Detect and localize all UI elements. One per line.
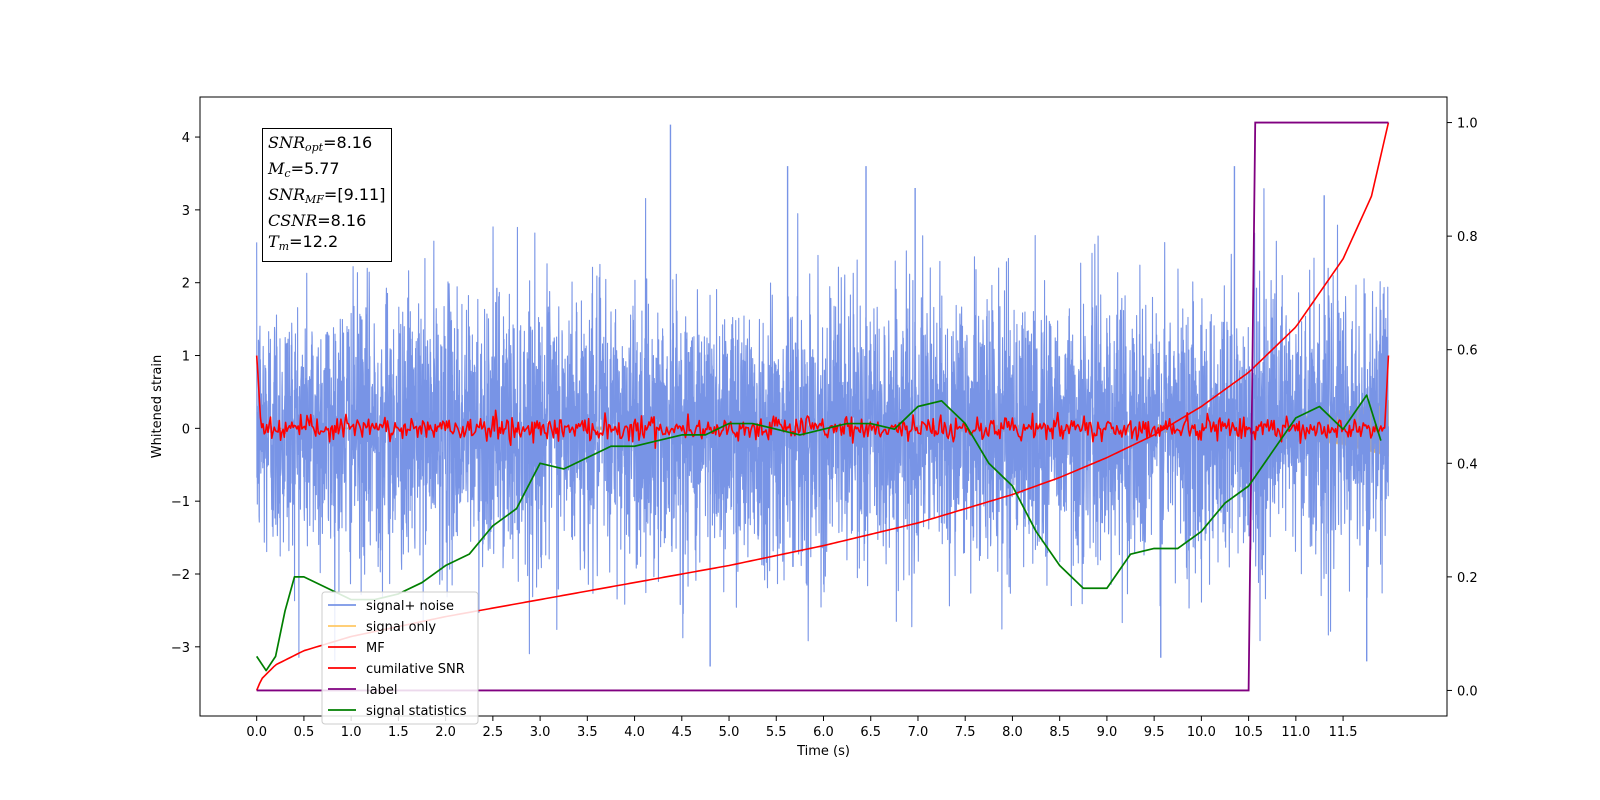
- x-tick-label: 5.5: [766, 725, 787, 740]
- mc-name: M: [268, 159, 285, 178]
- tm-sub: m: [278, 240, 290, 253]
- x-tick-label: 10.5: [1234, 725, 1263, 740]
- x-tick-label: 8.0: [1002, 725, 1023, 740]
- x-tick-label: 9.0: [1097, 725, 1118, 740]
- x-tick-label: 6.0: [813, 725, 834, 740]
- y-right-tick-label: 0.2: [1457, 571, 1478, 586]
- tm-row: Tm=12.2: [268, 231, 385, 257]
- y-left-tick-label: 0: [182, 422, 190, 437]
- x-tick-label: 10.0: [1187, 725, 1216, 740]
- y-left-tick-label: −3: [171, 641, 190, 656]
- snr-mf-row: SNRMF=[9.11]: [268, 184, 385, 210]
- legend-box: [321, 591, 479, 725]
- x-tick-label: 1.5: [388, 725, 409, 740]
- tm-name: T: [268, 232, 279, 251]
- x-axis-label: Time (s): [796, 744, 850, 759]
- snr-opt-name: SNR: [268, 133, 306, 152]
- x-tick-label: 0.5: [294, 725, 315, 740]
- x-tick-label: 3.5: [577, 725, 598, 740]
- y-right-tick-label: 0.6: [1457, 344, 1478, 359]
- signal-noise-group: [256, 124, 1389, 667]
- signal-noise-line: [256, 188, 1389, 662]
- snr-mf-sub: MF: [305, 193, 324, 206]
- info-box: SNRopt=8.16 Mc=5.77 SNRMF=[9.11] CSNR=8.…: [262, 128, 393, 262]
- x-tick-label: 1.0: [341, 725, 362, 740]
- y-left-tick-label: 1: [182, 350, 190, 365]
- axes-group: 0.0 0.5 1.0 1.5 2.0 2.5 3.0 3.5 4.0 4.5 5.0 5.5 6.0 6…: [171, 117, 1478, 740]
- x-tick-label: 6.5: [860, 725, 881, 740]
- csnr-row: CSNR=8.16: [268, 210, 385, 231]
- x-tick-label: 4.5: [671, 725, 692, 740]
- y-left-tick-label: 4: [182, 131, 190, 146]
- x-tick-label: 5.0: [719, 725, 740, 740]
- y-axis-label: Whitened strain: [150, 355, 165, 458]
- legend-label: cumilative SNR: [366, 662, 465, 677]
- x-tick-label: 11.5: [1329, 725, 1358, 740]
- label-line: [256, 121, 1389, 692]
- mc-row: Mc=5.77: [268, 158, 385, 184]
- x-tick-label: 2.5: [483, 725, 504, 740]
- x-tick-label: 8.5: [1049, 725, 1070, 740]
- legend-label: MF: [366, 641, 385, 656]
- legend-label: signal+ noise: [366, 599, 454, 614]
- y-left-tick-label: −2: [171, 568, 190, 583]
- x-tick-label: 7.5: [955, 725, 976, 740]
- legend-label: signal only: [366, 620, 436, 635]
- snr-opt-sub: opt: [305, 141, 324, 154]
- mf-line: [255, 355, 1390, 449]
- y-left-tick-label: 2: [182, 277, 190, 292]
- legend-label: label: [366, 683, 397, 698]
- snr-mf-value: =[9.11]: [323, 185, 386, 204]
- y-left-tick-label: 3: [182, 204, 190, 219]
- x-tick-label: 2.0: [435, 725, 456, 740]
- snr-opt-value: =8.16: [323, 133, 373, 152]
- snr-opt-row: SNRopt=8.16: [268, 132, 385, 158]
- y-right-tick-label: 0.0: [1457, 684, 1478, 699]
- x-tick-label: 9.5: [1144, 725, 1165, 740]
- tm-value: =12.2: [289, 232, 339, 251]
- csnr-name: CSNR: [268, 211, 318, 230]
- snr-mf-name: SNR: [268, 185, 306, 204]
- y-right-tick-label: 1.0: [1457, 117, 1478, 132]
- legend: signal+ noise signal only MF cumilative SNR…: [321, 591, 479, 725]
- csnr-value: =8.16: [317, 211, 367, 230]
- x-tick-label: 11.0: [1281, 725, 1310, 740]
- y-right-tick-label: 0.8: [1457, 230, 1478, 245]
- x-tick-label: 4.0: [624, 725, 645, 740]
- mc-value: =5.77: [290, 159, 340, 178]
- y-right-tick-label: 0.4: [1457, 457, 1478, 472]
- mc-sub: c: [284, 167, 291, 180]
- x-tick-label: 0.0: [246, 725, 267, 740]
- legend-label: signal statistics: [366, 704, 467, 719]
- y-left-tick-label: −1: [171, 495, 190, 510]
- x-tick-label: 3.0: [530, 725, 551, 740]
- x-tick-label: 7.0: [908, 725, 929, 740]
